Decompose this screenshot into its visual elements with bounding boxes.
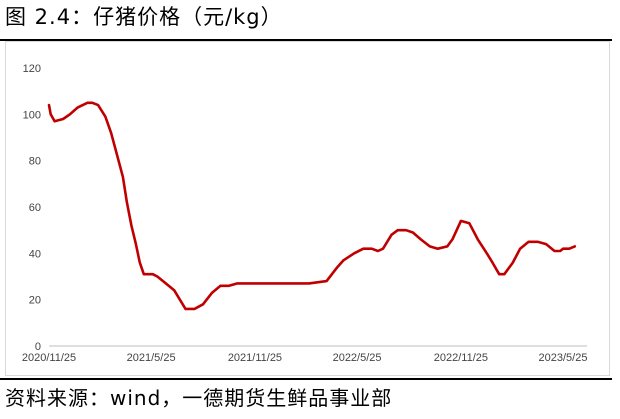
- chart-title: 图 2.4：仔猪价格（元/kg）: [5, 5, 283, 29]
- y-tick-label: 0: [35, 341, 41, 353]
- y-tick-label: 100: [23, 109, 41, 121]
- y-tick-label: 80: [29, 156, 41, 168]
- y-axis-ticks: 0 20 40 60 80 100 120: [23, 63, 41, 353]
- chart-frame: [5, 41, 610, 376]
- x-tick-label: 2023/5/25: [539, 352, 588, 364]
- y-tick-label: 60: [29, 202, 41, 214]
- x-tick-label: 2021/5/25: [127, 352, 176, 364]
- y-tick-label: 20: [29, 295, 41, 307]
- x-axis-ticks: 2020/11/25 2021/5/25 2021/11/25 2022/5/25 20…: [22, 352, 588, 364]
- top-rule: [0, 39, 612, 41]
- x-tick-label: 2022/11/25: [434, 352, 488, 364]
- y-tick-label: 120: [23, 63, 41, 75]
- x-tick-label: 2021/11/25: [228, 352, 282, 364]
- y-tick-label: 40: [29, 248, 41, 260]
- x-tick-label: 2022/5/25: [333, 352, 382, 364]
- series-line: [47, 101, 577, 311]
- source-note: 资料来源：wind，一德期货生鲜品事业部: [5, 386, 393, 410]
- bottom-rule: [0, 378, 612, 380]
- x-tick-label: 2020/11/25: [22, 352, 76, 364]
